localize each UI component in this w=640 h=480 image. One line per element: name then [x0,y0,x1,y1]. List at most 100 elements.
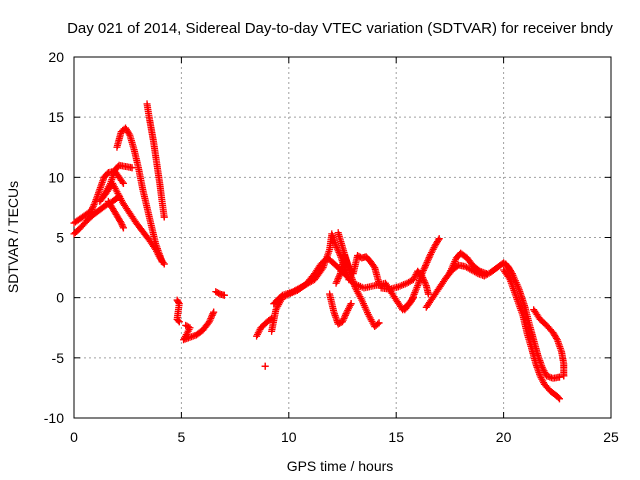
y-axis-label: SDTVAR / TECUs [5,181,21,293]
data-point [418,270,426,278]
data-point [421,263,429,271]
data-point [209,310,217,318]
data-point [419,266,427,274]
data-point [424,257,432,265]
series-seg-l [261,362,269,370]
series-seg-u [446,249,490,278]
data-point [333,276,341,284]
data-point [335,273,343,281]
series-seg-t [422,259,516,311]
data-point [434,236,442,244]
series-seg-w [502,260,563,382]
y-tick-label: 15 [48,109,64,125]
data-point [174,317,182,325]
x-tick-label: 0 [70,429,78,445]
data-point [339,316,347,324]
series-seg-j [212,288,228,299]
data-points [70,100,568,403]
data-point [333,278,341,286]
grid-lines [74,57,611,418]
data-point [332,242,340,250]
data-point [554,394,562,402]
data-point [208,311,216,319]
x-tick-label: 5 [178,429,186,445]
data-point [424,290,432,298]
y-tick-label: -5 [52,350,65,366]
data-point [374,320,382,328]
data-point [560,372,568,380]
data-point [128,164,136,172]
data-point [482,270,490,278]
data-point [89,202,97,210]
data-point [341,311,349,319]
data-point [426,252,434,260]
y-tick-label: 10 [48,169,64,185]
data-point [555,373,563,381]
data-point [422,260,430,268]
series-seg-o [326,290,355,328]
data-point [220,291,228,299]
axis-ticks: 0 5 10 15 20 25 -10 -5 0 5 10 15 20 [44,49,619,445]
data-point [207,313,215,321]
data-point [419,268,427,276]
data-point [116,218,124,226]
data-point [555,395,563,403]
series-seg-s [401,235,443,314]
data-point [347,300,355,308]
data-point [87,207,95,215]
data-point [421,278,429,286]
data-point [342,310,350,318]
series-seg-v [500,266,563,403]
data-point [125,130,133,138]
y-tick-label: 5 [56,230,64,246]
series-seg-k [253,314,276,340]
data-point [90,201,98,209]
data-point [435,235,443,243]
x-tick-label: 15 [388,429,404,445]
data-point [332,279,340,287]
data-point [118,221,126,229]
data-point [420,265,428,273]
x-axis-label: GPS time / hours [287,458,394,474]
series-seg-g [143,100,168,221]
y-tick-label: 0 [56,290,64,306]
data-point [336,271,344,279]
data-point [206,316,214,324]
x-tick-label: 20 [496,429,512,445]
data-point [91,199,99,207]
data-point [205,318,213,326]
data-point [207,315,215,323]
data-point [339,318,346,326]
series-seg-x [530,306,568,380]
data-point [422,280,430,288]
data-point [119,224,127,232]
data-point [375,319,383,327]
data-point [423,258,431,266]
x-tick-label: 25 [603,429,619,445]
y-tick-label: 20 [48,49,64,65]
series-seg-h [173,296,183,326]
data-point [88,205,96,213]
y-tick-label: -10 [44,410,64,426]
data-point [89,204,97,212]
data-point [119,222,127,230]
data-point [118,178,126,186]
chart-title: Day 021 of 2014, Sidereal Day-to-day VTE… [67,20,613,37]
series-seg-e [104,197,127,232]
x-tick-label: 10 [281,429,297,445]
series-seg-i [180,308,218,344]
data-point [175,318,183,326]
data-point [119,179,127,187]
data-point [422,262,430,270]
data-point [334,274,342,282]
data-point [341,313,349,321]
data-point [375,279,383,287]
data-point [117,219,125,227]
series-seg-q [332,252,383,287]
data-point [552,334,560,342]
data-point [340,315,348,323]
data-point [370,262,378,270]
data-point [210,308,218,316]
data-point [261,362,269,370]
